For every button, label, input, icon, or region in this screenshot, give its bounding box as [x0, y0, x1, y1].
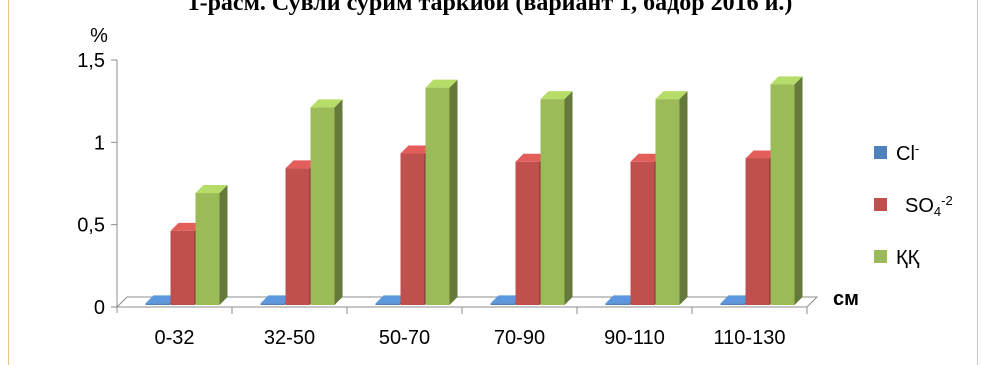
y-axis-unit: % — [90, 25, 108, 47]
bar — [310, 99, 343, 306]
x-tick-label: 0-32 — [154, 327, 194, 349]
bar — [655, 91, 688, 306]
x-tick-label: 90-110 — [604, 327, 665, 349]
x-tick-label: 70-90 — [494, 327, 545, 349]
legend-swatch — [874, 146, 887, 159]
legend: Cl- SO4-2 ҚҚ — [874, 141, 953, 269]
y-tick-label: 1 — [94, 132, 105, 154]
bar — [425, 79, 458, 305]
chart-title: 1-расм. Сувли сурим таркиби (вариант 1, … — [188, 0, 793, 16]
legend-swatch — [874, 198, 887, 211]
legend-label: ҚҚ — [896, 247, 920, 269]
x-axis-unit: см — [833, 288, 859, 310]
bars — [145, 76, 803, 306]
x-tick-label: 50-70 — [379, 327, 430, 349]
x-tick-label: 110-130 — [714, 327, 786, 349]
bar — [195, 185, 228, 305]
bar — [540, 91, 573, 306]
y-tick-label: 1,5 — [77, 50, 105, 72]
chart-frame — [8, 0, 978, 365]
y-tick-label: 0,5 — [77, 215, 105, 237]
legend-swatch — [874, 250, 887, 263]
legend-label: Cl- — [896, 141, 919, 165]
x-tick-label: 32-50 — [264, 327, 315, 349]
bar — [770, 76, 803, 305]
legend-label: SO4-2 — [905, 193, 953, 219]
y-tick-label: 0 — [94, 297, 105, 319]
